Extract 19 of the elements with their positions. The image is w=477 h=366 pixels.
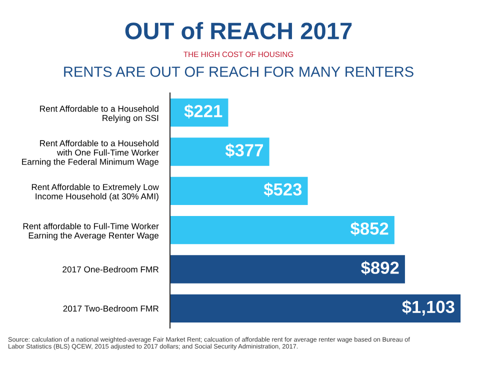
y-tick-label: Rent affordable to Full-Time Worker Earning the Average Renter Wage (23, 222, 159, 240)
y-tick-label: 2017 Two-Bedroom FMR (63, 305, 158, 312)
data-label: $523 (264, 182, 302, 197)
bar (170, 255, 405, 284)
data-label: $892 (361, 260, 399, 276)
bar (170, 138, 270, 166)
y-tick-label: Rent Affordable to Extremely Low Income Household (at 30% AMI) (32, 184, 159, 202)
y-tick-label: Rent Affordable to a Household Relying on SSI (40, 105, 158, 123)
chart-title: OUT of REACH 2017 (125, 22, 352, 40)
bar (170, 216, 394, 244)
chart-subtitle: RENTS ARE OUT OF REACH FOR MANY RENTERS (64, 66, 414, 77)
bar (170, 176, 308, 206)
data-label: $377 (225, 143, 263, 158)
y-tick-label: 2017 One-Bedroom FMR (62, 266, 158, 272)
data-label: $1,103 (402, 300, 454, 316)
bar (170, 294, 461, 323)
y-tick-label: Rent Affordable to a Household with One Full-Time Worker Earning the Federal Minimum Wage (22, 140, 159, 167)
data-label: $221 (184, 104, 222, 118)
data-label: $852 (350, 222, 388, 236)
